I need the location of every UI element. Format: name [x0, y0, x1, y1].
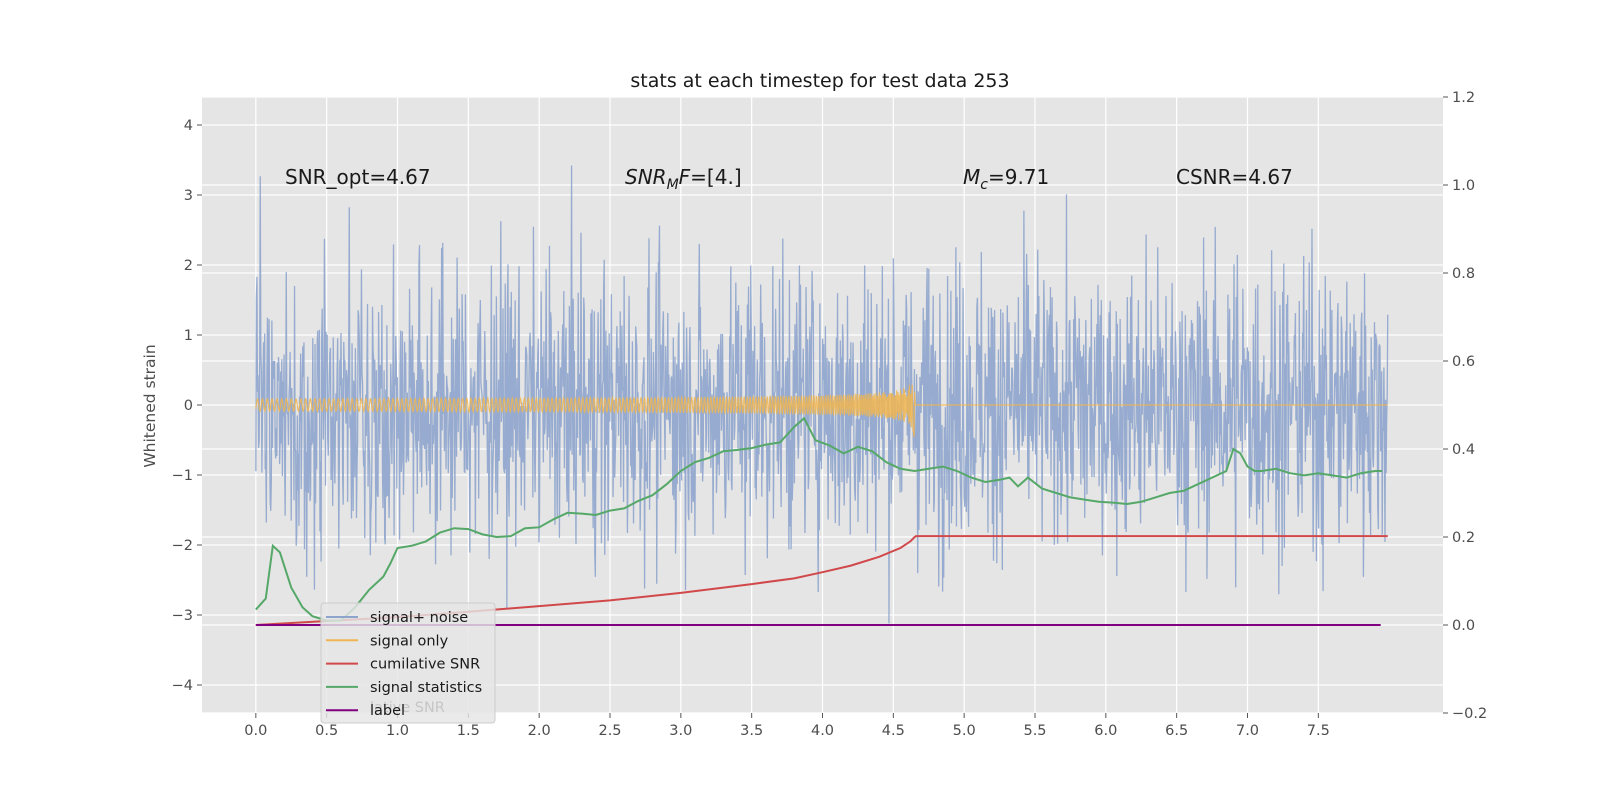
- y-tick-label: 3: [184, 188, 193, 204]
- y-tick-label: −2: [172, 538, 193, 554]
- x-tick-label: 5.0: [953, 723, 976, 739]
- x-tick-label: 2.5: [598, 723, 621, 739]
- x-tick-label: 5.5: [1023, 723, 1046, 739]
- legend: lative SNR signal+ noise signal only cumil…: [320, 602, 496, 724]
- series-signal-statistics-line: [255, 416, 1383, 622]
- legend-entry-label: signal+ noise: [370, 610, 468, 626]
- annotation-csnr: CSNR=4.67: [1176, 165, 1293, 189]
- x-tick-label: 1.0: [386, 723, 409, 739]
- y2-tick-label: 1.0: [1452, 178, 1475, 194]
- axis-layer: 0.0 0.5 1.0 1.5 2.0 2.5 3.0 3.5 4.0 4.5 5.0 5.5 6.0 6…: [172, 90, 1488, 739]
- y2-tick-label: 1.2: [1452, 90, 1475, 106]
- y-tick-label: 0: [184, 398, 193, 414]
- x-tick-label: 7.0: [1236, 723, 1259, 739]
- annotation-mc-subscript: c: [980, 177, 988, 193]
- y-tick-label: 2: [184, 258, 193, 274]
- y2-tick-label: 0.8: [1452, 266, 1475, 282]
- annotation-mc: Mc=9.71: [963, 165, 1049, 193]
- annotation-snr-mf-rest: F: [679, 165, 691, 189]
- x-tick-label: 6.5: [1165, 723, 1188, 739]
- x-tick-label: 3.5: [740, 723, 763, 739]
- y-tick-label: −4: [172, 678, 193, 694]
- x-tick-label: 7.5: [1307, 723, 1330, 739]
- y2-tick-label: 0.4: [1452, 442, 1475, 458]
- y2-tick-label: 0.6: [1452, 354, 1475, 370]
- signal-noise-series: [255, 165, 1389, 624]
- y-tick-label: 1: [184, 328, 193, 344]
- y2-tick-label: −0.2: [1452, 706, 1487, 722]
- annotation-layer: SNR_opt=4.67 SNRMF=[4.] Mc=9.71 CSNR=4.6…: [285, 165, 1293, 193]
- y-tick-label: −1: [172, 468, 193, 484]
- x-tick-label: 4.0: [811, 723, 834, 739]
- y-tick-label: −3: [172, 608, 193, 624]
- chart-title: stats at each timestep for test data 253: [630, 70, 1009, 92]
- x-tick-label: 4.5: [882, 723, 905, 739]
- annotation-snr-mf: SNRMF=[4.]: [625, 165, 742, 193]
- legend-entry-label: label: [370, 703, 405, 719]
- x-tick-label: 0.0: [244, 723, 267, 739]
- y2-tick-label: 0.2: [1452, 530, 1475, 546]
- legend-box: [320, 602, 496, 724]
- annotation-snr-mf-subscript: M: [667, 177, 679, 193]
- legend-entry-label: cumilative SNR: [370, 657, 480, 673]
- x-tick-label: 6.0: [1094, 723, 1117, 739]
- annotation-snr-mf-value: =[4.]: [690, 165, 741, 189]
- annotation-snr-opt: SNR_opt=4.67: [285, 165, 431, 189]
- series-signal-noise-line: [255, 165, 1389, 624]
- y-tick-label: 4: [184, 118, 193, 134]
- annotation-mc-label: M: [963, 165, 980, 189]
- x-tick-label: 2.0: [528, 723, 551, 739]
- legend-entry-label: signal statistics: [370, 680, 482, 696]
- legend-overlapped-text: lative SNR: [370, 700, 445, 716]
- x-tick-label: 1.5: [457, 723, 480, 739]
- x-tick-label: 3.0: [669, 723, 692, 739]
- legend-entry-label: signal only: [370, 633, 449, 649]
- y2-tick-label: 0.0: [1452, 618, 1475, 634]
- series-signal-only-line: [255, 384, 1388, 437]
- x-tick-label: 0.5: [315, 723, 338, 739]
- annotation-mc-value: =9.71: [988, 165, 1049, 189]
- y-axis-label: Whitened strain: [141, 344, 159, 467]
- legend-entries: signal+ noise signal only cumilative SNR si…: [326, 610, 482, 719]
- annotation-snr-mf-label: SNR: [625, 165, 667, 189]
